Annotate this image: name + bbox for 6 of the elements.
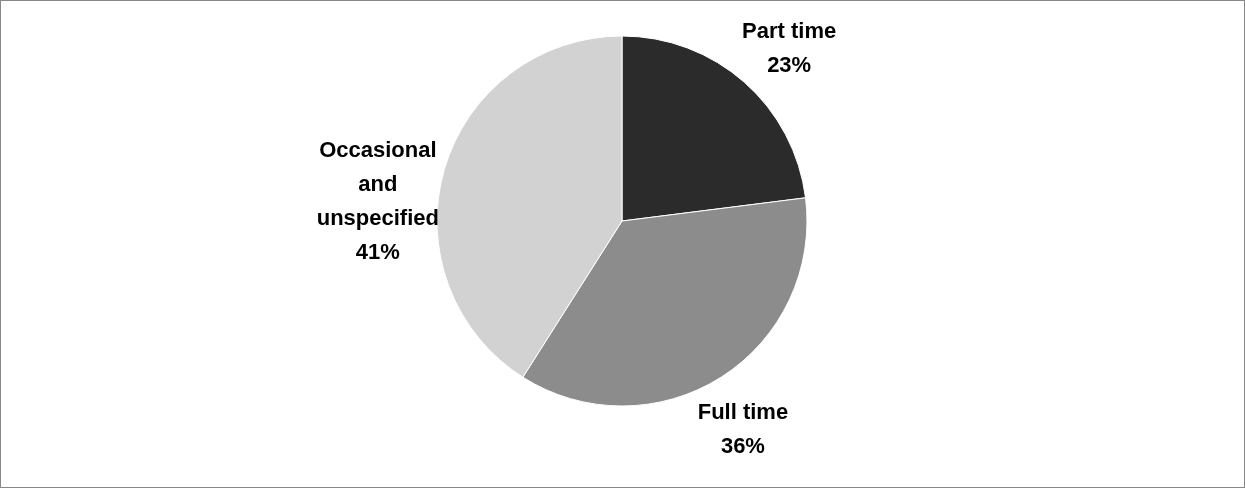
data-label: 41% [355,239,400,265]
slice-label: Occasional and unspecified [316,137,439,231]
data-label: 36% [720,432,765,458]
slice-label: Full time [697,398,789,424]
slice-label: Part time [742,18,837,44]
data-label: 23% [767,52,812,78]
